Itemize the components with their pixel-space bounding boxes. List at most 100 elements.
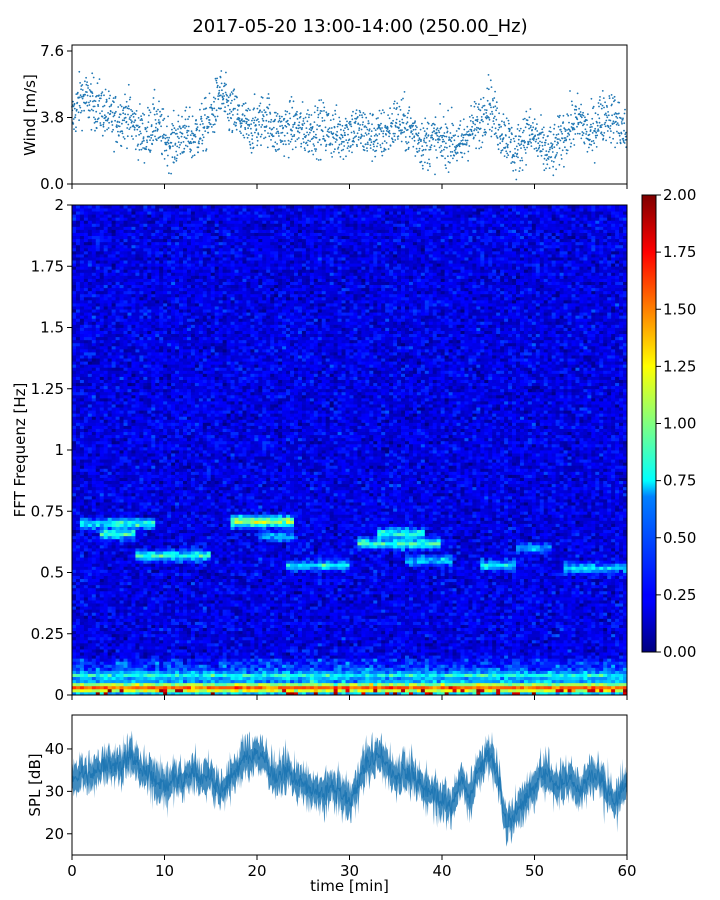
spectrogram-cell (79, 459, 85, 463)
wind-point (191, 138, 194, 140)
spectrogram-cell (119, 551, 124, 555)
spectrogram-cell (79, 495, 85, 500)
spectrogram-cell (131, 342, 136, 347)
wind-point (541, 128, 544, 131)
spectrogram-cell (95, 205, 101, 209)
wind-point (621, 122, 623, 125)
wind-point (298, 124, 300, 127)
wind-point (265, 125, 268, 128)
spectrogram-cell (135, 636, 140, 641)
wind-point (476, 116, 478, 118)
spectrogram-cell (131, 529, 136, 534)
spectrogram-cell (107, 673, 113, 678)
wind-point (444, 157, 446, 160)
spectrogram-cell (139, 541, 144, 546)
wind-point (598, 121, 601, 124)
spectrogram-cell (79, 312, 85, 316)
wind-point (473, 129, 475, 132)
spectrogram-cell (123, 658, 128, 662)
spectrogram-cell (75, 321, 81, 325)
spectrogram-cell (123, 388, 128, 393)
wind-point (135, 110, 138, 112)
wind-point (552, 133, 555, 136)
spectrogram-cell (139, 688, 144, 693)
wind-point (615, 123, 618, 126)
spectrogram-cell (119, 339, 124, 344)
spectrogram-cell (79, 642, 85, 647)
wind-point (224, 110, 227, 113)
spectrogram-cell (127, 685, 132, 690)
spectrogram-cell (87, 514, 93, 518)
spectrogram-cell (75, 419, 81, 423)
wind-point (524, 152, 527, 154)
spectrogram-cell (95, 407, 101, 411)
spectrogram-cell (103, 232, 109, 237)
wind-point (505, 117, 508, 120)
spectrogram-cell (79, 263, 85, 267)
spectrogram-cell (103, 523, 109, 527)
wind-point (263, 137, 265, 140)
spectrogram-cell (99, 679, 105, 684)
spectrogram-cell (75, 358, 81, 362)
wind-point (431, 131, 434, 134)
spectrogram-cell (135, 373, 140, 377)
spectrogram-cell (119, 658, 124, 662)
wind-point (425, 141, 427, 144)
spectrogram-cell (95, 241, 101, 246)
wind-point (582, 132, 585, 135)
wind-point (309, 131, 311, 134)
spectrogram-cell (72, 584, 77, 589)
wind-point (145, 127, 147, 130)
spectrogram-cell (127, 621, 132, 625)
wind-point (463, 128, 466, 131)
wind-point (136, 124, 139, 127)
spectrogram-cell (91, 352, 97, 356)
wind-point (410, 130, 413, 133)
spectrogram-cell (111, 440, 116, 445)
spectrogram-cell (119, 612, 124, 616)
wind-point (505, 142, 508, 145)
spectrogram-cell (87, 407, 93, 411)
spectrogram-cell (72, 661, 77, 665)
wind-point (494, 127, 497, 130)
wind-point (336, 139, 338, 141)
spectrogram-cell (131, 407, 136, 411)
spectrogram-cell (99, 244, 105, 249)
spectrogram-cell (127, 636, 132, 641)
spectrogram-cell (123, 520, 128, 524)
wind-point (350, 114, 353, 117)
spectrogram-cell (83, 293, 89, 298)
spectrogram-cell (95, 551, 101, 555)
wind-point (503, 121, 505, 124)
wind-point (181, 132, 184, 135)
spectrogram-cell (123, 241, 128, 246)
spectrogram-cell (83, 682, 89, 687)
spectrogram-cell (103, 312, 109, 316)
wind-point (400, 132, 402, 135)
spectrogram-cell (75, 514, 81, 518)
spectrogram-cell (83, 404, 89, 408)
spectrogram-cell (131, 312, 136, 316)
spectrogram-cell (72, 664, 77, 668)
spectrogram-cell (103, 646, 109, 650)
spectrogram-cell (95, 352, 101, 356)
spectrogram-cell (127, 609, 132, 613)
wind-point (180, 141, 183, 144)
spectrogram-cell (139, 597, 144, 601)
spectrogram-cell (115, 446, 120, 451)
wind-point (381, 154, 384, 157)
wind-point (327, 128, 330, 131)
wind-point (150, 134, 152, 137)
spectrogram-cell (91, 538, 97, 543)
spectrogram-cell (127, 535, 132, 540)
spectrogram-cell (95, 508, 101, 512)
spectrogram-cell (107, 548, 113, 552)
spectrogram-cell (131, 404, 136, 408)
spectrogram-cell (119, 483, 124, 488)
figure-title: 2017-05-20 13:00-14:00 (250.00_Hz) (192, 16, 527, 37)
spectrogram-cell (123, 655, 128, 659)
wind-point (405, 149, 408, 151)
spectrogram-cell (135, 505, 140, 509)
spectrogram-cell (107, 517, 113, 521)
wind-point (100, 124, 102, 127)
